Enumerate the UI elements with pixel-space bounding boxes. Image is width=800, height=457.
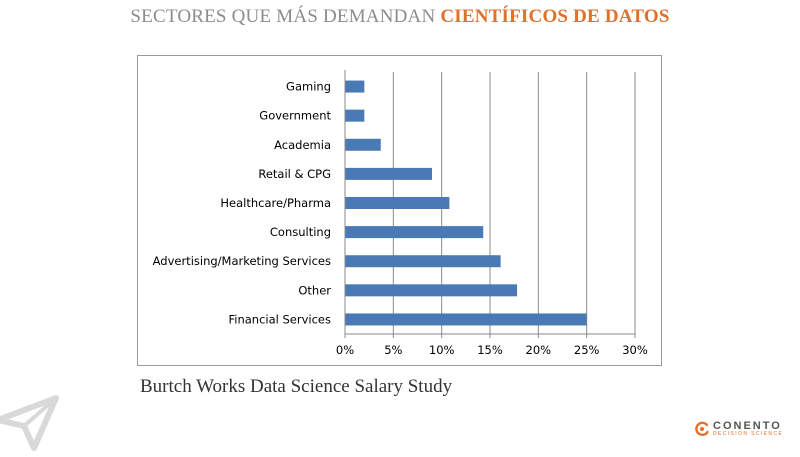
x-tick-label: 25% (574, 343, 600, 357)
bar (345, 109, 365, 122)
category-label: Financial Services (228, 312, 331, 326)
slide-title: SECTORES QUE MÁS DEMANDAN CIENTÍFICOS DE… (0, 6, 800, 28)
category-label: Consulting (270, 225, 331, 239)
category-label: Gaming (286, 80, 331, 94)
conento-swirl-icon (695, 421, 709, 437)
category-label: Other (298, 283, 331, 297)
paper-plane-icon (0, 392, 64, 457)
x-tick-label: 30% (622, 343, 648, 357)
category-label: Retail & CPG (258, 167, 331, 181)
x-tick-label: 20% (526, 343, 552, 357)
bar (345, 226, 484, 239)
chart-frame: Gaming Government Academia Retail & CPG Heal… (137, 55, 662, 366)
category-label: Academia (274, 138, 331, 152)
bar (345, 197, 450, 209)
title-text-gray: SECTORES QUE MÁS DEMANDAN (130, 6, 436, 27)
category-label: Advertising/Marketing Services (153, 254, 331, 268)
brand-name: CONENTO (713, 420, 782, 432)
title-text-accent: CIENTÍFICOS DE DATOS (440, 6, 670, 27)
bar (345, 138, 381, 151)
brand-tagline: DECISION SCIENCE (713, 431, 784, 437)
bar-chart: Gaming Government Academia Retail & CPG Heal… (153, 70, 648, 357)
bar (345, 80, 365, 93)
bar (345, 313, 587, 326)
x-tick-label: 15% (477, 343, 503, 357)
bar (345, 284, 518, 297)
category-label: Government (259, 109, 331, 123)
x-tick-label: 10% (429, 343, 455, 357)
bar (345, 255, 501, 268)
source-caption: Burtch Works Data Science Salary Study (140, 376, 453, 397)
x-tick-label: 5% (384, 343, 402, 357)
bar (345, 167, 432, 180)
category-label: Healthcare/Pharma (220, 196, 331, 210)
x-tick-label: 0% (336, 343, 354, 357)
brand-logo: CONENTO DECISION SCIENCE (694, 421, 783, 437)
